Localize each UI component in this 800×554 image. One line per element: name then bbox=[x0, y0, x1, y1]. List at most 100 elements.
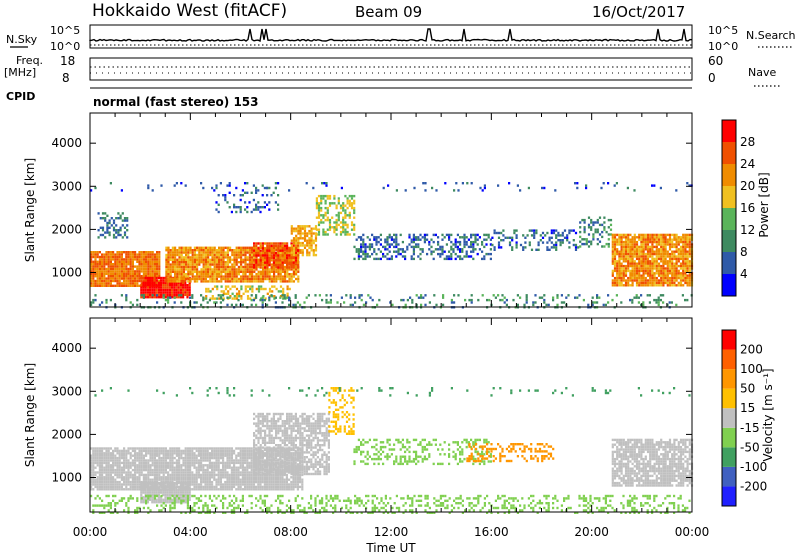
data-cell bbox=[131, 253, 134, 256]
data-cell bbox=[607, 301, 610, 304]
data-cell bbox=[189, 473, 192, 477]
data-cell bbox=[114, 277, 117, 280]
colorbar-segment bbox=[722, 142, 736, 164]
data-cell bbox=[207, 265, 210, 269]
data-cell bbox=[149, 270, 152, 273]
data-cell bbox=[136, 459, 139, 462]
data-cell bbox=[688, 248, 691, 251]
data-cell bbox=[675, 189, 678, 192]
data-cell bbox=[633, 276, 636, 280]
data-cell bbox=[184, 286, 187, 289]
data-cell bbox=[257, 242, 260, 245]
data-cell bbox=[646, 272, 650, 275]
data-cell bbox=[555, 248, 558, 251]
data-cell bbox=[233, 203, 236, 206]
data-cell bbox=[204, 256, 207, 259]
data-cell bbox=[673, 245, 676, 249]
data-cell bbox=[156, 251, 159, 254]
data-cell bbox=[649, 250, 652, 253]
data-cell bbox=[149, 464, 152, 467]
data-cell bbox=[179, 288, 182, 292]
data-cell bbox=[235, 210, 238, 214]
data-cell bbox=[92, 480, 95, 484]
data-cell bbox=[233, 480, 236, 484]
data-cell bbox=[104, 212, 107, 215]
data-cell bbox=[233, 285, 236, 288]
data-cell bbox=[118, 255, 121, 259]
data-cell bbox=[472, 233, 475, 237]
data-cell bbox=[682, 274, 685, 277]
data-cell bbox=[629, 243, 632, 246]
data-cell bbox=[642, 284, 645, 287]
data-cell bbox=[109, 478, 112, 481]
data-cell bbox=[230, 473, 233, 477]
data-cell bbox=[224, 454, 227, 457]
data-cell bbox=[168, 281, 171, 284]
data-cell bbox=[160, 184, 163, 187]
data-cell bbox=[618, 250, 621, 253]
data-cell bbox=[123, 275, 126, 278]
data-cell bbox=[679, 250, 683, 253]
data-cell bbox=[297, 239, 300, 242]
data-cell bbox=[209, 273, 212, 276]
data-cell bbox=[649, 269, 652, 273]
data-cell bbox=[277, 259, 280, 262]
data-cell bbox=[149, 296, 152, 299]
data-cell bbox=[103, 488, 106, 491]
data-cell bbox=[106, 224, 109, 227]
data-cell bbox=[166, 281, 169, 284]
data-cell bbox=[382, 245, 385, 249]
data-cell bbox=[222, 261, 225, 264]
data-cell bbox=[94, 272, 97, 275]
data-cell bbox=[120, 466, 123, 469]
data-cell bbox=[624, 252, 628, 256]
data-cell bbox=[281, 261, 284, 264]
data-cell bbox=[189, 464, 192, 467]
data-cell bbox=[94, 461, 97, 465]
data-cell bbox=[228, 456, 231, 460]
data-cell bbox=[295, 237, 298, 240]
data-cell bbox=[228, 480, 231, 484]
data-cell bbox=[164, 447, 167, 450]
data-cell bbox=[649, 236, 652, 239]
data-cell bbox=[620, 272, 623, 275]
data-cell bbox=[241, 303, 244, 307]
data-cell bbox=[653, 298, 656, 302]
data-cell bbox=[616, 243, 619, 246]
data-cell bbox=[611, 257, 614, 261]
data-cell bbox=[322, 197, 325, 200]
data-cell bbox=[207, 270, 210, 273]
data-cell bbox=[292, 275, 295, 278]
data-cell bbox=[308, 237, 311, 240]
data-cell bbox=[679, 255, 683, 258]
data-cell bbox=[116, 277, 119, 280]
data-cell bbox=[350, 194, 354, 198]
data-cell bbox=[272, 266, 275, 269]
data-cell bbox=[191, 253, 194, 257]
data-cell bbox=[208, 473, 211, 477]
data-cell bbox=[224, 461, 227, 465]
data-cell bbox=[99, 217, 102, 220]
data-cell bbox=[281, 301, 284, 304]
data-cell bbox=[90, 447, 93, 450]
data-cell bbox=[386, 252, 389, 256]
data-cell bbox=[207, 253, 210, 257]
data-cell bbox=[299, 225, 302, 228]
data-cell bbox=[292, 249, 296, 252]
data-cell bbox=[109, 263, 112, 266]
data-cell bbox=[261, 256, 264, 260]
data-cell bbox=[502, 239, 505, 242]
data-cell bbox=[317, 214, 321, 217]
data-cell bbox=[195, 473, 198, 477]
data-cell bbox=[106, 231, 109, 234]
data-cell bbox=[611, 272, 614, 275]
data-cell bbox=[613, 276, 617, 280]
colorbar-tick-label: 12 bbox=[740, 223, 755, 237]
data-cell bbox=[177, 286, 180, 289]
data-cell bbox=[261, 261, 264, 264]
data-cell bbox=[220, 270, 223, 273]
data-cell bbox=[292, 241, 296, 245]
data-cell bbox=[248, 273, 251, 276]
data-cell bbox=[204, 454, 207, 457]
